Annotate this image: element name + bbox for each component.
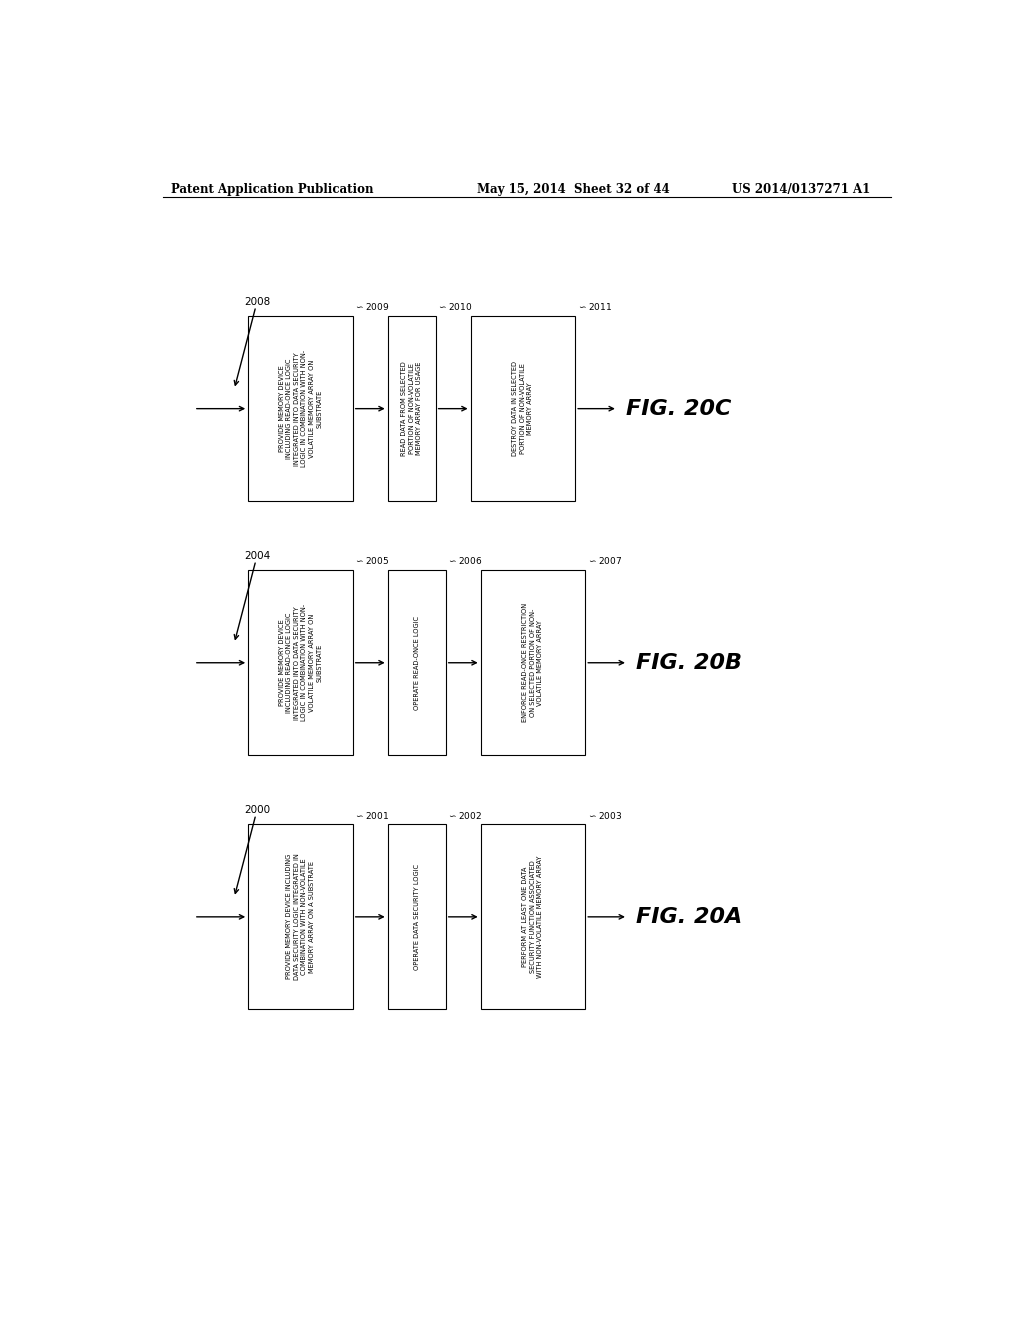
Text: $\backsim$2005: $\backsim$2005	[354, 556, 389, 566]
Text: 2008: 2008	[245, 297, 270, 308]
Bar	[248, 317, 352, 502]
Text: READ DATA FROM SELECTED
PORTION OF NON-VOLATILE
MEMORY ARRAY FOR USAGE: READ DATA FROM SELECTED PORTION OF NON-V…	[401, 362, 422, 455]
Text: $\backsim$2010: $\backsim$2010	[437, 301, 473, 313]
Text: 2000: 2000	[245, 805, 270, 816]
Text: DESTROY DATA IN SELECTED
PORTION OF NON-VOLATILE
MEMORY ARRAY: DESTROY DATA IN SELECTED PORTION OF NON-…	[512, 362, 534, 457]
Text: $\backsim$2006: $\backsim$2006	[447, 556, 482, 566]
Text: PROVIDE MEMORY DEVICE INCLUDING
DATA SECURITY LOGIC INTEGRATED IN
COMBINATION WI: PROVIDE MEMORY DEVICE INCLUDING DATA SEC…	[286, 854, 314, 981]
Text: $\backsim$2007: $\backsim$2007	[587, 556, 622, 566]
Text: Patent Application Publication: Patent Application Publication	[171, 183, 373, 197]
Text: ENFORCE READ-ONCE RESTRICTION
ON SELECTED PORTION OF NON-
VOLATILE MEMORY ARRAY: ENFORCE READ-ONCE RESTRICTION ON SELECTE…	[522, 603, 544, 722]
Bar	[248, 825, 352, 1010]
Text: FIG. 20B: FIG. 20B	[636, 653, 741, 673]
Text: US 2014/0137271 A1: US 2014/0137271 A1	[732, 183, 870, 197]
Text: May 15, 2014  Sheet 32 of 44: May 15, 2014 Sheet 32 of 44	[477, 183, 670, 197]
Bar	[388, 825, 445, 1010]
Bar	[471, 317, 575, 502]
Text: PROVIDE MEMORY DEVICE
INCLUDING READ-ONCE LOGIC
INTEGRATED INTO DATA SECURITY
LO: PROVIDE MEMORY DEVICE INCLUDING READ-ONC…	[279, 605, 323, 721]
Text: 2004: 2004	[245, 552, 270, 561]
Text: FIG. 20A: FIG. 20A	[636, 907, 741, 927]
Text: FIG. 20C: FIG. 20C	[626, 399, 731, 418]
Text: PROVIDE MEMORY DEVICE
INCLUDING READ-ONCE LOGIC
INTEGRATED INTO DATA SECURITY
LO: PROVIDE MEMORY DEVICE INCLUDING READ-ONC…	[279, 350, 323, 467]
Text: PERFORM AT LEAST ONE DATA
SECURITY FUNCTION ASSOCIATED
WITH NON-VOLATILE MEMORY : PERFORM AT LEAST ONE DATA SECURITY FUNCT…	[522, 855, 544, 978]
Bar	[480, 570, 586, 755]
Text: $\backsim$2009: $\backsim$2009	[354, 301, 390, 313]
Bar	[248, 570, 352, 755]
Text: $\backsim$2003: $\backsim$2003	[587, 809, 622, 821]
Text: $\backsim$2002: $\backsim$2002	[447, 809, 482, 821]
Text: OPERATE DATA SECURITY LOGIC: OPERATE DATA SECURITY LOGIC	[414, 863, 420, 970]
Text: $\backsim$2011: $\backsim$2011	[577, 301, 612, 313]
Bar	[388, 570, 445, 755]
Bar	[388, 317, 435, 502]
Text: OPERATE READ-ONCE LOGIC: OPERATE READ-ONCE LOGIC	[414, 615, 420, 710]
Text: $\backsim$2001: $\backsim$2001	[354, 809, 389, 821]
Bar	[480, 825, 586, 1010]
